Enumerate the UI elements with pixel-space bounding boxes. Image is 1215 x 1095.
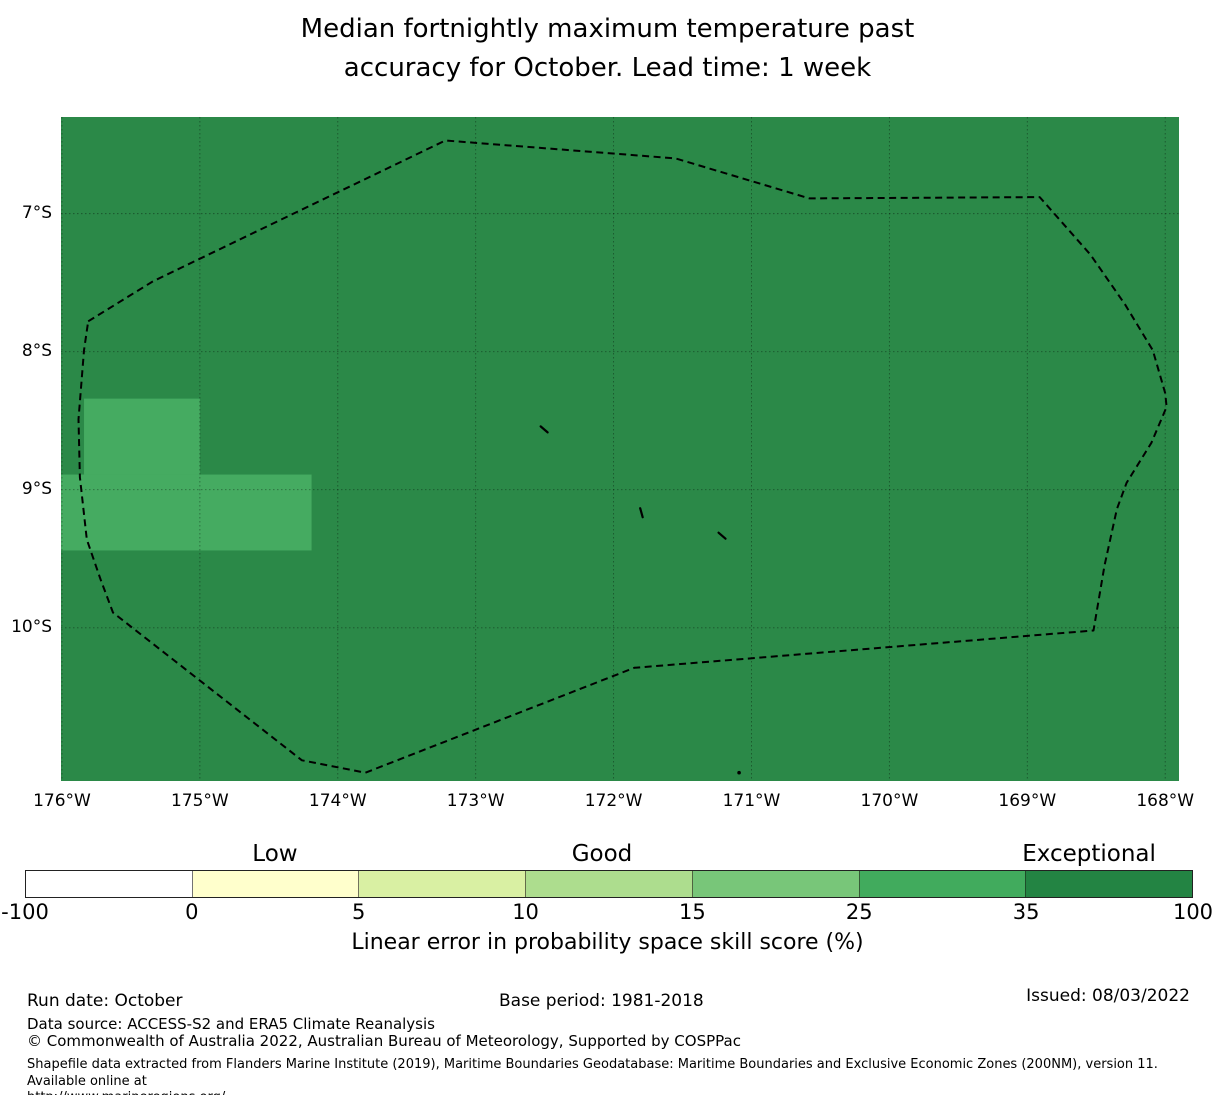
map-background	[61, 117, 1179, 781]
copyright-text: © Commonwealth of Australia 2022, Austra…	[27, 1032, 741, 1050]
colorbar-tick-label: 100	[1172, 900, 1214, 924]
colorbar-segment	[26, 871, 193, 897]
x-tick-label: 171°W	[722, 791, 781, 811]
y-tick-label: 9°S	[21, 478, 52, 499]
colorbar-segment	[192, 871, 360, 897]
skill-cell	[61, 474, 312, 551]
chart-title: Median fortnightly maximum temperature p…	[0, 10, 1215, 88]
shapefile-attribution-line2: http://www.marineregions.org/.	[27, 1090, 229, 1095]
colorbar-segment	[692, 871, 860, 897]
colorbar-segment	[859, 871, 1027, 897]
colorbar-tick-label: 25	[845, 900, 873, 924]
y-tick-label: 10°S	[11, 616, 52, 637]
colorbar-axis-label: Linear error in probability space skill …	[351, 930, 864, 955]
x-tick-label: 169°W	[998, 791, 1057, 811]
x-tick-label: 170°W	[860, 791, 919, 811]
shapefile-attribution-line1: Shapefile data extracted from Flanders M…	[27, 1057, 1158, 1089]
y-tick-label: 7°S	[21, 202, 52, 223]
colorbar-tick-label: 35	[1012, 900, 1040, 924]
skill-cell	[84, 398, 200, 475]
shapefile-attribution-text: Shapefile data extracted from Flanders M…	[27, 1057, 1187, 1095]
colorbar-segment	[1026, 871, 1193, 897]
island-mark	[737, 770, 741, 775]
colorbar-segment	[359, 871, 527, 897]
x-tick-label: 175°W	[170, 791, 229, 811]
chart-title-line2: accuracy for October. Lead time: 1 week	[343, 53, 872, 83]
y-tick-label: 8°S	[21, 340, 52, 361]
run-date-text: Run date: October	[27, 991, 183, 1011]
x-tick-label: 172°W	[584, 791, 643, 811]
skill-score-map	[61, 117, 1179, 781]
base-period-text: Base period: 1981-2018	[499, 991, 704, 1011]
colorbar-tick-label: -100	[1, 900, 49, 924]
island-mark	[717, 531, 727, 540]
island-mark	[639, 507, 644, 519]
x-tick-label: 173°W	[446, 791, 505, 811]
map-area	[61, 117, 1179, 781]
colorbar-tick-label: 0	[185, 900, 199, 924]
colorbar-segment	[526, 871, 693, 897]
chart-title-line1: Median fortnightly maximum temperature p…	[300, 14, 915, 44]
colorbar-class-label: Good	[571, 841, 633, 867]
colorbar-tick-label: 5	[352, 900, 366, 924]
eez-boundary-dashed	[77, 139, 1168, 774]
x-tick-label: 174°W	[308, 791, 367, 811]
colorbar-class-label: Low	[252, 841, 298, 867]
colorbar-tick-label: 15	[679, 900, 706, 924]
colorbar	[25, 870, 1193, 898]
issued-date-text: Issued: 08/03/2022	[1026, 986, 1190, 1006]
x-tick-label: 176°W	[33, 791, 91, 811]
x-tick-label: 168°W	[1136, 791, 1195, 811]
colorbar-tick-label: 10	[512, 900, 539, 924]
colorbar-class-label: Exceptional	[1022, 841, 1156, 867]
island-mark	[539, 425, 549, 434]
data-source-text: Data source: ACCESS-S2 and ERA5 Climate …	[27, 1015, 435, 1033]
